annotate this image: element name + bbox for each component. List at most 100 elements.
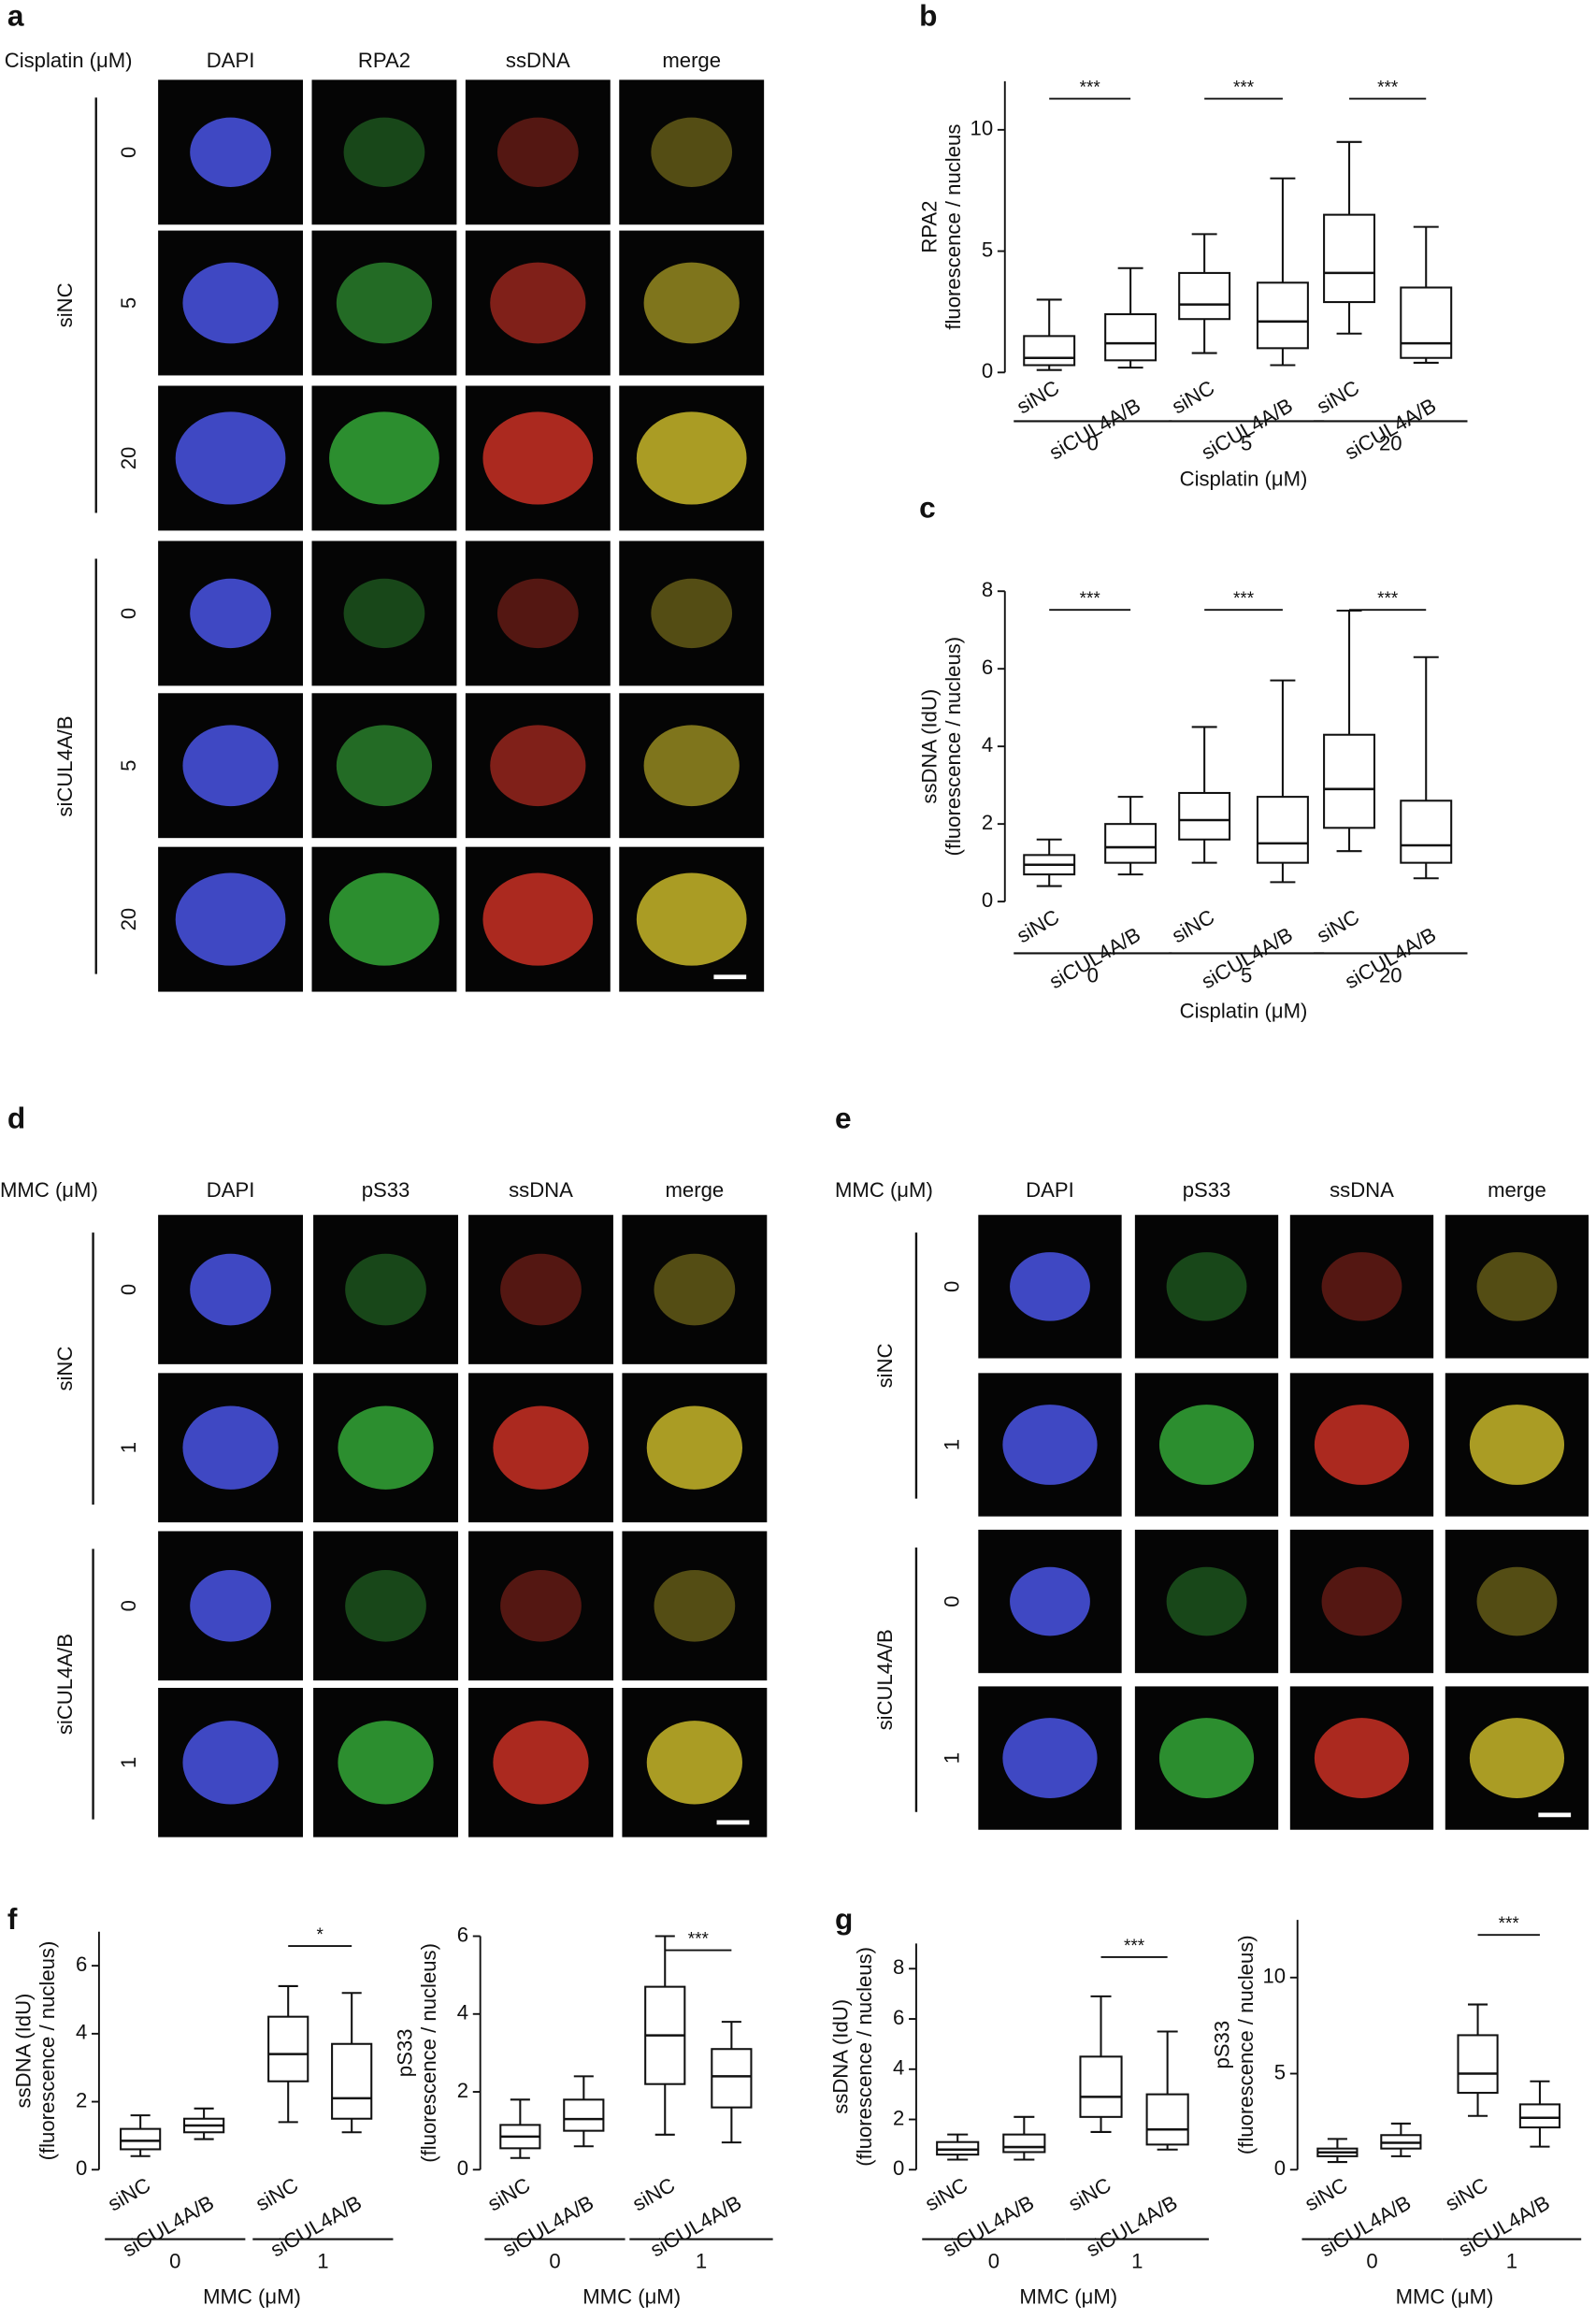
- nucleus: [190, 1569, 271, 1642]
- box: [563, 2098, 605, 2132]
- nucleus: [636, 872, 747, 966]
- group-label: 1: [1131, 2250, 1143, 2273]
- nucleus: [182, 1405, 279, 1490]
- nucleus: [338, 1405, 434, 1490]
- nucleus: [651, 578, 733, 649]
- significance-label: ***: [1377, 79, 1399, 98]
- nucleus: [1158, 1718, 1255, 1798]
- category-label: siNC: [1168, 376, 1218, 419]
- nucleus: [345, 1569, 426, 1642]
- box: [1145, 2093, 1189, 2146]
- category-label: siNC: [1313, 376, 1363, 419]
- nucleus: [654, 1569, 736, 1642]
- x-axis-label: MMC (μM): [582, 2285, 681, 2309]
- y-tick-label: 6: [76, 1953, 87, 1976]
- group-label: 1: [1506, 2250, 1517, 2273]
- group-label: 1: [696, 2250, 707, 2273]
- nucleus: [1476, 1252, 1558, 1321]
- nucleus: [190, 1253, 271, 1326]
- y-tick-label: 2: [457, 2079, 468, 2102]
- nucleus: [343, 578, 425, 649]
- group-label: siNC: [53, 282, 77, 327]
- dose-label: 1: [940, 1439, 963, 1450]
- group-label: 20: [1379, 432, 1402, 455]
- box: [1323, 733, 1376, 829]
- box: [1256, 796, 1309, 864]
- y-axis-label: (fluorescence / nucleus): [417, 1943, 440, 2163]
- box: [1023, 335, 1076, 367]
- group-label: 5: [1241, 964, 1252, 987]
- nucleus: [336, 262, 433, 344]
- nucleus: [1010, 1252, 1090, 1321]
- box: [1518, 2103, 1561, 2129]
- micrograph: [1289, 1215, 1434, 1359]
- micrograph: [622, 1531, 768, 1681]
- micrograph: [619, 540, 765, 686]
- category-label: siNC: [1064, 2173, 1114, 2216]
- nucleus: [338, 1721, 434, 1805]
- nucleus: [182, 262, 279, 344]
- dose-label: 0: [117, 1600, 140, 1611]
- micrograph: [622, 1215, 768, 1364]
- channel-label: DAPI: [207, 1178, 255, 1202]
- micrograph: [1289, 1529, 1434, 1674]
- panel-letter: g: [835, 1902, 853, 1936]
- nucleus: [1321, 1252, 1402, 1321]
- nucleus: [493, 1721, 589, 1805]
- nucleus: [1314, 1405, 1410, 1485]
- group-label: siNC: [53, 1347, 77, 1391]
- nucleus: [490, 262, 586, 344]
- nucleus: [1469, 1405, 1565, 1485]
- micrograph: [311, 79, 457, 225]
- nucleus: [190, 117, 271, 187]
- channel-label: pS33: [362, 1178, 410, 1202]
- box: [1178, 791, 1231, 841]
- y-axis-label: pS33: [393, 2029, 416, 2078]
- box: [1323, 213, 1376, 304]
- nucleus: [329, 872, 439, 966]
- group-label: 0: [1087, 432, 1099, 455]
- micrograph: [619, 79, 765, 225]
- micrograph: [465, 540, 611, 686]
- box: [1256, 281, 1309, 350]
- nucleus: [1469, 1718, 1565, 1798]
- channel-label: merge: [1488, 1178, 1546, 1202]
- nucleus: [1002, 1718, 1098, 1798]
- nucleus: [1314, 1718, 1410, 1798]
- nucleus: [1321, 1566, 1402, 1636]
- panel-letter: e: [835, 1101, 852, 1134]
- significance-label: ***: [1233, 589, 1255, 609]
- group-label: 0: [169, 2250, 180, 2273]
- group-label: siCUL4A/B: [873, 1629, 897, 1730]
- y-axis-label: (fluorescence / nucleus): [853, 1947, 876, 2167]
- nucleus: [190, 578, 271, 649]
- nucleus: [500, 1253, 582, 1326]
- category-label: siNC: [921, 2173, 971, 2216]
- y-tick-label: 10: [971, 117, 994, 140]
- nucleus: [482, 411, 594, 505]
- dose-label: 5: [117, 760, 140, 771]
- y-tick-label: 4: [457, 2001, 468, 2025]
- box: [711, 2048, 753, 2109]
- dose-label: 5: [117, 297, 140, 309]
- y-axis-label: pS33: [1211, 2021, 1234, 2069]
- channel-label: pS33: [1183, 1178, 1231, 1202]
- y-axis-label: ssDNA (IdU): [12, 1994, 36, 2109]
- y-axis-label: ssDNA (IdU): [829, 1999, 853, 2114]
- micrograph: [313, 1215, 458, 1364]
- nucleus: [182, 1721, 279, 1805]
- y-tick-label: 0: [982, 359, 993, 382]
- dose-label: 1: [940, 1752, 963, 1764]
- y-axis-label: fluorescence / nucleus: [942, 124, 965, 330]
- y-tick-label: 2: [982, 811, 993, 834]
- y-axis-label: (fluorescence / nucleus): [36, 1941, 59, 2161]
- panel-letter: c: [919, 491, 936, 525]
- nucleus: [1002, 1405, 1098, 1485]
- significance-label: ***: [1377, 589, 1399, 609]
- nucleus: [175, 411, 286, 505]
- micrograph: [311, 540, 457, 686]
- micrograph: [1134, 1529, 1279, 1674]
- box: [1079, 2055, 1123, 2118]
- y-tick-label: 5: [982, 238, 993, 261]
